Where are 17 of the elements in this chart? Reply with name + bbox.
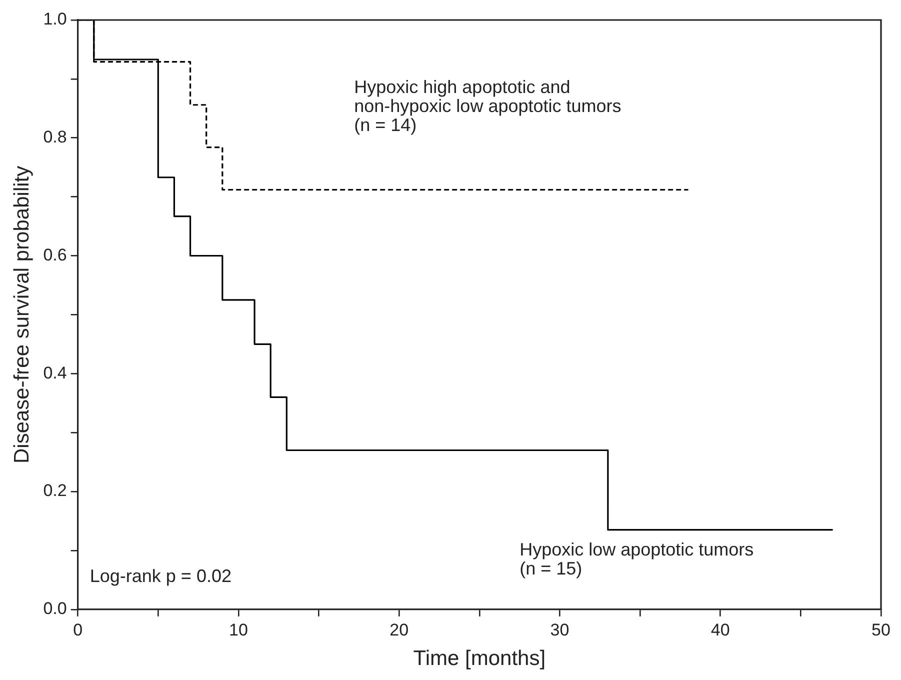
x-tick-label: 50 (872, 620, 890, 640)
y-tick-label: 0.8 (43, 128, 67, 147)
y-axis-title: Disease-free survival probability (10, 165, 34, 464)
x-tick-label: 40 (710, 620, 730, 640)
y-tick-label: 0.6 (43, 245, 67, 264)
y-tick-label: 0.0 (43, 599, 67, 618)
x-tick-label: 30 (550, 620, 570, 640)
y-tick-label: 1.0 (43, 10, 67, 29)
y-tick-label: 0.4 (43, 363, 67, 382)
annotation: Log-rank p = 0.02 (90, 566, 232, 586)
annotation: Hypoxic low apoptotic tumors (n = 15) (520, 540, 754, 579)
x-tick-label: 0 (73, 620, 83, 640)
x-axis-title: Time [months] (413, 647, 546, 670)
y-tick-label: 0.2 (43, 481, 67, 500)
x-tick-label: 20 (390, 620, 409, 640)
x-tick-label: 10 (229, 620, 248, 640)
annotation: Hypoxic high apoptotic and non-hypoxic low apoptotic tumors (n = 14) (354, 76, 622, 135)
